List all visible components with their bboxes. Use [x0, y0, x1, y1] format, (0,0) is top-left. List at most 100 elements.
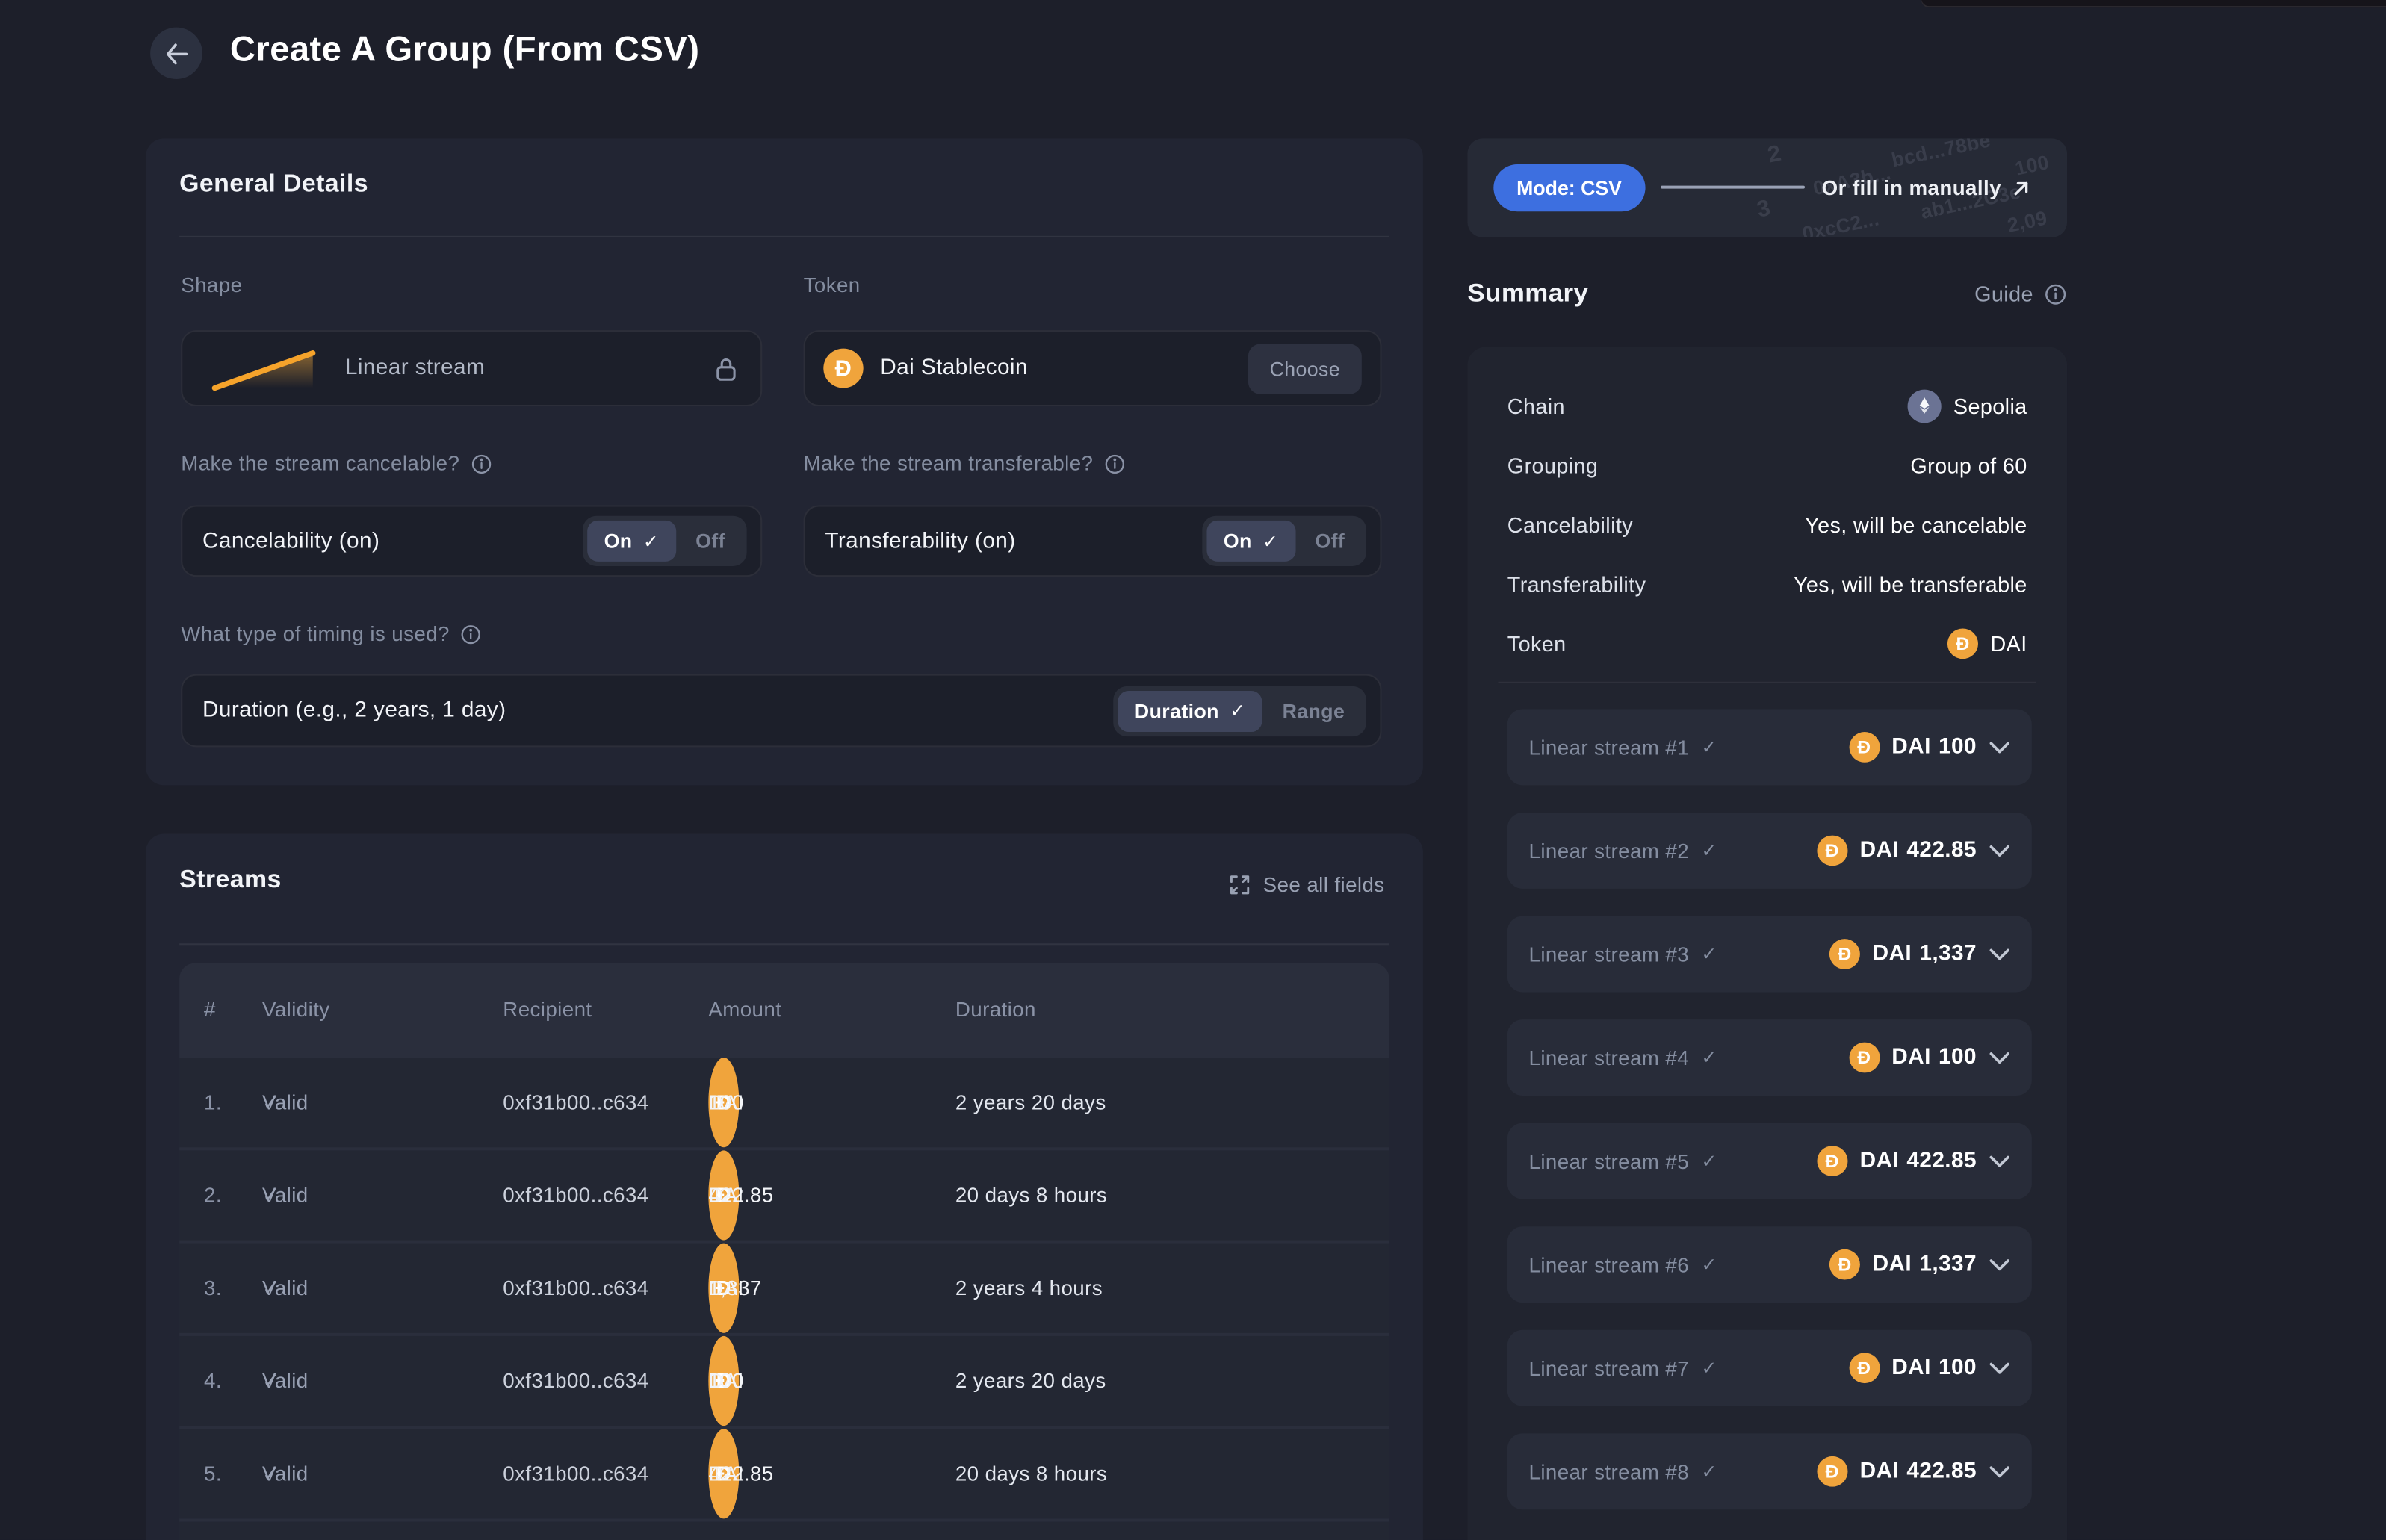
check-icon: ✓ [1262, 530, 1279, 552]
table-row: 4. Valid ✓ 0xf31b00..c634 Đ DAI 100 2 years… [179, 1335, 1389, 1426]
token-value: Dai Stablecoin [880, 355, 1028, 381]
dai-icon: Đ [1817, 1146, 1848, 1176]
dai-icon: Đ [1848, 1042, 1880, 1073]
table-row: 2. Valid ✓ 0xf31b00..c634 Đ DAI 422.85 20 d… [179, 1150, 1389, 1241]
shape-value: Linear stream [344, 355, 486, 381]
dai-icon: Đ [823, 348, 864, 388]
transferability-off-button[interactable]: Off [1315, 530, 1345, 553]
check-icon: ✓ [1701, 1046, 1717, 1069]
check-icon: ✓ [1230, 700, 1246, 721]
cancelability-off-button[interactable]: Off [695, 530, 725, 553]
lock-icon [715, 355, 738, 382]
summary-heading: Summary [1467, 278, 1589, 308]
dai-icon: Đ [708, 1058, 740, 1148]
general-details-heading: General Details [179, 170, 368, 198]
check-icon: ✓ [262, 1090, 280, 1114]
streams-table: # Validity Recipient Amount Duration 1. … [179, 963, 1389, 1540]
dai-icon: Đ [1829, 1249, 1861, 1280]
token-selector: Đ Dai Stablecoin Choose [803, 330, 1382, 407]
check-icon: ✓ [642, 530, 659, 552]
timing-duration-button[interactable]: Duration ✓ [1118, 690, 1262, 732]
info-icon [2044, 282, 2067, 305]
dai-icon: Đ [1817, 835, 1848, 866]
check-icon: ✓ [262, 1369, 280, 1393]
stream-summary-item[interactable]: Linear stream #8 ✓ Đ DAI 422.85 [1507, 1433, 2032, 1510]
stream-summary-item[interactable]: Linear stream #4 ✓ Đ DAI 100 [1507, 1019, 2032, 1096]
transferability-value: Transferability (on) [825, 529, 1016, 553]
page-title: Create A Group (From CSV) [229, 28, 700, 69]
stream-summary-item[interactable]: Linear stream #6 ✓ Đ DAI 1,337 [1507, 1226, 2032, 1303]
dai-icon: Đ [1817, 1456, 1848, 1487]
transferability-field: Transferability (on) On ✓ Off [803, 505, 1382, 577]
info-icon[interactable] [1104, 453, 1126, 474]
summary-card: Chain Sepolia Grouping Group of 60 Cance… [1467, 347, 2068, 1540]
table-row: 1. Valid ✓ 0xf31b00..c634 Đ DAI 100 2 years… [179, 1058, 1389, 1148]
chevron-down-icon [1989, 1362, 2010, 1375]
timing-range-button[interactable]: Range [1282, 699, 1345, 722]
fill-manually-link[interactable]: Or fill in manually [1822, 138, 2030, 237]
timing-value: Duration (e.g., 2 years, 1 day) [202, 698, 506, 723]
info-icon[interactable] [471, 453, 492, 474]
window-corner-decoration [1921, 0, 2386, 8]
check-icon: ✓ [1701, 1460, 1717, 1482]
summary-rows: Chain Sepolia Grouping Group of 60 Cance… [1467, 347, 2067, 673]
table-row: 5. Valid ✓ 0xf31b00..c634 Đ DAI 422.85 20 d… [179, 1429, 1389, 1519]
summary-row-cancelability: Cancelability Yes, will be cancelable [1507, 512, 2027, 537]
cancelable-question: Make the stream cancelable? [181, 452, 492, 475]
transferable-question: Make the stream transferable? [804, 452, 1126, 475]
stream-summary-item[interactable]: Linear stream #2 ✓ Đ DAI 422.85 [1507, 813, 2032, 889]
info-icon[interactable] [460, 623, 482, 645]
dai-icon: Đ [708, 1243, 740, 1333]
general-details-card: General Details Shape Linear stream Toke… [146, 138, 1423, 786]
summary-row-chain: Chain Sepolia [1467, 376, 2067, 435]
timing-toggle: Duration ✓ Range [1113, 685, 1366, 736]
check-icon: ✓ [1701, 1357, 1717, 1379]
linear-chart-icon [205, 342, 322, 394]
connector-line [1661, 185, 1806, 189]
ghost-text: 3 [1754, 195, 1773, 223]
table-header: # Validity Recipient Amount Duration [204, 998, 1036, 1022]
summary-header: Summary Guide [1467, 279, 2067, 309]
guide-link[interactable]: Guide [1974, 282, 2067, 306]
dai-icon: Đ [1829, 939, 1861, 969]
shape-label: Shape [181, 273, 243, 297]
divider [179, 235, 1389, 237]
cancelability-value: Cancelability (on) [202, 529, 380, 553]
ethereum-icon [1907, 388, 1942, 423]
streams-heading: Streams [179, 866, 282, 894]
summary-row-transferability: Transferability Yes, will be transferabl… [1507, 571, 2027, 596]
dai-icon: Đ [1848, 1353, 1880, 1384]
check-icon: ✓ [1701, 943, 1717, 965]
cancelability-toggle: On ✓ Off [582, 515, 747, 566]
mode-bar: 2 3 0xA3b... bcd...78be 100 ab1...2C3e 2… [1467, 138, 2068, 237]
chevron-down-icon [1989, 1258, 2010, 1271]
chevron-down-icon [1989, 1465, 2010, 1478]
dai-icon: Đ [1947, 627, 1979, 659]
dai-icon: Đ [1848, 732, 1880, 763]
cancelability-on-button[interactable]: On ✓ [586, 520, 676, 562]
arrow-up-right-icon [2012, 178, 2030, 196]
stream-summary-item[interactable]: Linear stream #7 ✓ Đ DAI 100 [1507, 1329, 2032, 1406]
check-icon: ✓ [262, 1184, 280, 1207]
mode-csv-pill[interactable]: Mode: CSV [1493, 164, 1645, 212]
cancelability-field: Cancelability (on) On ✓ Off [181, 505, 763, 577]
stream-summary-item[interactable]: Linear stream #3 ✓ Đ DAI 1,337 [1507, 916, 2032, 993]
stream-summary-item[interactable]: Linear stream #1 ✓ Đ DAI 100 [1507, 709, 2032, 786]
chevron-down-icon [1989, 740, 2010, 754]
choose-token-button[interactable]: Choose [1248, 343, 1362, 394]
stream-summary-list: Linear stream #1 ✓ Đ DAI 100 Linear stream… [1467, 683, 2067, 1510]
see-all-fields-button[interactable]: See all fields [1227, 874, 1384, 896]
streams-card: Streams See all fields # Validity Recipi… [146, 833, 1423, 1540]
divider [179, 943, 1389, 946]
stream-summary-item[interactable]: Linear stream #5 ✓ Đ DAI 422.85 [1507, 1123, 2032, 1199]
shape-selector[interactable]: Linear stream [181, 330, 763, 407]
table-row: 3. Valid ✓ 0xf31b00..c634 Đ DAI 1,337 2 yea… [179, 1243, 1389, 1333]
check-icon: ✓ [1701, 1253, 1717, 1276]
transferability-on-button[interactable]: On ✓ [1206, 520, 1295, 562]
timing-question: What type of timing is used? [181, 622, 482, 645]
back-button[interactable] [150, 27, 202, 79]
arrow-left-icon [164, 42, 189, 65]
timing-field: Duration (e.g., 2 years, 1 day) Duration… [181, 674, 1382, 748]
check-icon: ✓ [1701, 1150, 1717, 1172]
